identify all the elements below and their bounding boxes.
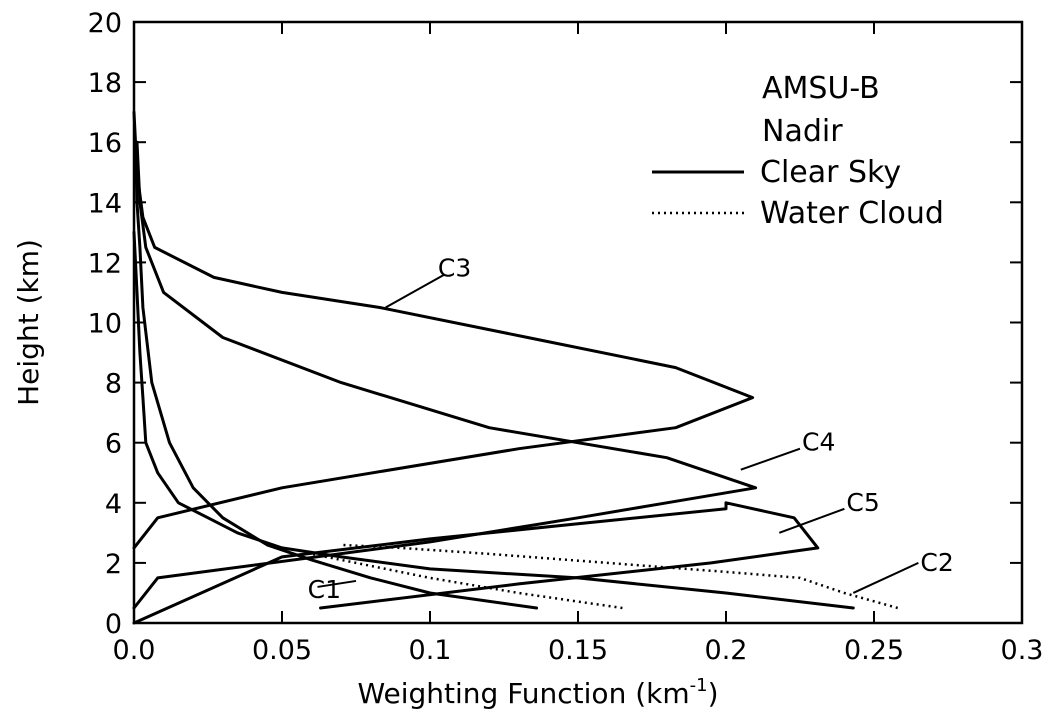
series-c3 [132, 110, 755, 550]
curve-label-c1: C1 [308, 575, 341, 604]
y-tick-label: 8 [105, 369, 122, 400]
series-c4 [132, 501, 820, 625]
series-c2-cloud [341, 543, 899, 610]
y-tick-label: 16 [88, 128, 122, 159]
x-tick-label: 0.05 [252, 635, 312, 666]
series-c5 [132, 230, 855, 610]
curve-labels: C1 C2 C3 C4 C5 [308, 253, 954, 604]
curve-label-c4: C4 [802, 428, 835, 457]
legend-entry-label: Water Cloud [760, 196, 944, 231]
y-axis-title: Height (km) [12, 239, 45, 406]
y-tick-label: 0 [105, 609, 122, 640]
y-tick-label: 20 [88, 8, 122, 39]
x-axis-title: Weighting Function (km-1) [357, 675, 718, 710]
plot-frame [132, 20, 1024, 625]
legend-header-view: Nadir [762, 114, 843, 149]
curve-label-c2: C2 [920, 548, 953, 577]
plot-axes: 0.0 0.05 0.1 0.15 0.2 0.25 0.3 0 2 4 6 8 10 12 14 16 18 2… [12, 8, 1043, 710]
curve-label-leader [778, 507, 845, 534]
curve-label-c3: C3 [438, 253, 471, 282]
curve-label-leader [385, 273, 446, 309]
plot-series [132, 110, 899, 625]
x-tick-label: 0.15 [548, 635, 608, 666]
x-tick-label: 0.3 [1001, 635, 1044, 666]
y-tick-label: 6 [105, 429, 122, 460]
series-c1-cloud [311, 552, 623, 610]
curve-label-leader [740, 447, 801, 471]
legend: AMSU-B Nadir Clear Sky Water Cloud [652, 71, 944, 231]
y-tick-label: 18 [88, 68, 122, 99]
x-tick-label: 0.0 [113, 635, 156, 666]
y-tick-label: 12 [88, 248, 122, 279]
x-tick-label: 0.2 [705, 635, 748, 666]
legend-header-instrument: AMSU-B [762, 71, 880, 106]
curve-label-c5: C5 [846, 488, 879, 517]
legend-entry-label: Clear Sky [760, 155, 901, 190]
curve-label-leader [852, 561, 919, 594]
series-c1 [134, 140, 539, 610]
y-tick-label: 4 [105, 489, 122, 520]
x-tick-label: 0.25 [844, 635, 904, 666]
y-tick-label: 2 [105, 549, 122, 580]
x-tick-label: 0.1 [409, 635, 452, 666]
y-tick-label: 14 [88, 188, 122, 219]
y-tick-label: 10 [88, 309, 122, 340]
curve-label-leader [317, 579, 357, 588]
